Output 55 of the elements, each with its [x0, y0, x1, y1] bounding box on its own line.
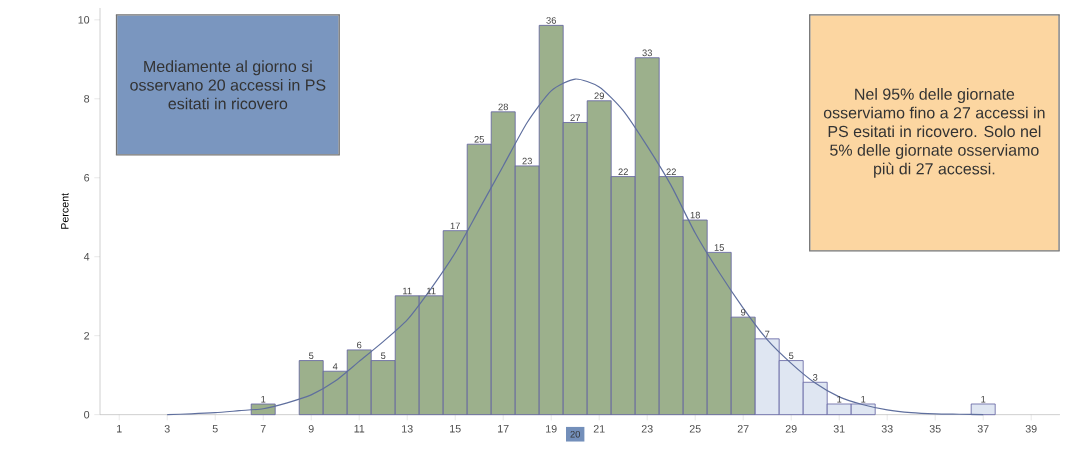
x-tick-label: 27 — [737, 425, 749, 433]
annotation: Nel 95% delle giornate osserviamo fino a 27 accessi in PS esitati in ricovero. Solo nel 5% delle giornate osserviamo più di 27 accessi. — [823, 88, 1045, 178]
x-tick-label: 11 — [354, 425, 365, 433]
x-tick-label: 15 — [450, 425, 461, 433]
annotation: 23 — [522, 157, 532, 165]
x-tick-label: 21 — [593, 425, 605, 433]
annotation: 5 — [380, 352, 386, 359]
annotation: 6 — [357, 341, 362, 349]
x-tick-label: 9 — [308, 425, 314, 433]
annotation: 1 — [261, 395, 266, 403]
annotation: 17 — [450, 222, 460, 230]
x-tick-label: 3 — [164, 425, 170, 433]
annotation: 22 — [666, 168, 676, 175]
x-tick-label: 33 — [881, 425, 893, 433]
x-tick-label: 35 — [929, 425, 941, 433]
annotation: 36 — [546, 17, 556, 24]
text: 20 — [570, 430, 581, 438]
y-tick-label: 0 — [84, 410, 90, 419]
annotation: 9 — [741, 308, 746, 316]
x-tick-label: 23 — [641, 425, 653, 433]
x-tick-label: 31 — [833, 425, 845, 433]
y-axis-title: Percent — [61, 193, 69, 229]
annotation: 7 — [765, 330, 770, 338]
annotation: 5 — [788, 352, 794, 359]
y-tick-label: 6 — [84, 173, 90, 182]
x-tick-label: 5 — [212, 425, 218, 433]
annotation: 1 — [981, 395, 986, 403]
x-tick-label: 7 — [260, 425, 266, 433]
annotation: 18 — [690, 211, 700, 219]
annotation: Mediamente al giorno si osservano 20 accessi in PS esitati in ricovero — [130, 60, 326, 110]
annotation: 11 — [403, 287, 412, 295]
y-tick-label: 2 — [84, 331, 90, 340]
x-tick-label: 17 — [498, 425, 509, 433]
annotation: 3 — [812, 374, 818, 381]
x-tick-label: 1 — [117, 425, 122, 433]
annotation: 25 — [474, 136, 484, 143]
annotation: 28 — [498, 103, 508, 111]
annotation: 15 — [714, 244, 724, 251]
x-tick-label: 25 — [689, 425, 701, 433]
y-tick-label: 10 — [78, 16, 90, 24]
y-tick-label: 8 — [84, 95, 90, 103]
annotation: 29 — [594, 92, 604, 100]
annotation: 5 — [308, 352, 314, 359]
x-tick-label: 19 — [546, 425, 557, 433]
x-tick-label: 37 — [977, 425, 989, 433]
annotation: 1 — [837, 395, 842, 403]
x-tick-label: 29 — [785, 425, 797, 433]
annotation: 27 — [570, 114, 580, 121]
x-tick-label: 39 — [1025, 425, 1037, 433]
annotation: 33 — [642, 49, 652, 57]
x-tick-label: 13 — [402, 425, 413, 433]
annotation: 22 — [618, 168, 628, 175]
annotation: 4 — [332, 363, 338, 370]
annotation: 1 — [861, 395, 866, 403]
y-tick-label: 4 — [83, 253, 90, 261]
